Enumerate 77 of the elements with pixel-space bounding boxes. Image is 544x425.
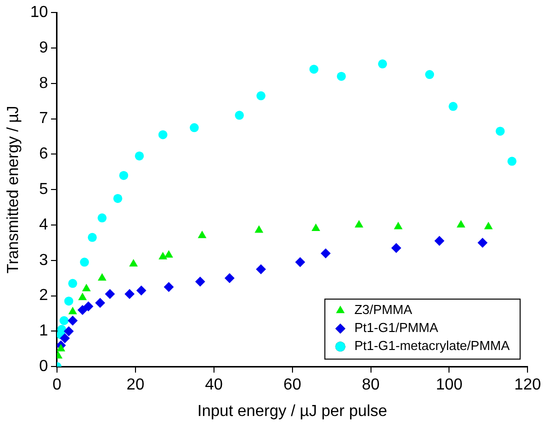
- point: [484, 222, 493, 230]
- legend-label: Z3/PMMA: [354, 302, 412, 318]
- point: [336, 72, 346, 81]
- point: [158, 252, 168, 260]
- x-tick-label: 60: [283, 376, 302, 394]
- point: [224, 273, 235, 284]
- y-tick-label: 3: [39, 252, 48, 269]
- point: [354, 220, 364, 228]
- x-tick-label: 100: [436, 376, 463, 394]
- point: [104, 289, 115, 300]
- point: [198, 230, 206, 238]
- point: [134, 151, 144, 160]
- y-tick-label: 5: [39, 181, 48, 198]
- x-tick-label: 120: [514, 376, 542, 394]
- point: [312, 224, 320, 232]
- point: [256, 264, 266, 274]
- point: [80, 258, 89, 267]
- point: [448, 102, 458, 111]
- point: [113, 194, 122, 203]
- legend-label: Pt1-G1/PMMA: [354, 320, 438, 336]
- point: [60, 316, 69, 326]
- x-tick-label: 40: [204, 376, 223, 394]
- point: [83, 301, 94, 312]
- point: [98, 273, 106, 281]
- point: [164, 282, 174, 292]
- point: [56, 344, 66, 352]
- point: [456, 220, 466, 228]
- y-tick-label: 4: [39, 216, 48, 234]
- x-tick-label: 80: [362, 376, 380, 394]
- legend-label: Pt1-G1-metacrylate/PMMA: [354, 338, 510, 354]
- point: [309, 64, 318, 74]
- y-tick-label: 2: [39, 287, 48, 304]
- y-tick-label: 10: [30, 4, 48, 22]
- point: [234, 110, 244, 120]
- point: [82, 284, 91, 292]
- point: [425, 70, 434, 80]
- point: [68, 278, 78, 288]
- point: [68, 306, 78, 314]
- point: [394, 222, 403, 230]
- point: [64, 326, 74, 336]
- x-tick-label: 20: [126, 376, 144, 394]
- point: [88, 232, 97, 242]
- point: [124, 289, 135, 300]
- x-axis-title: Input energy / µJ per pulse: [197, 402, 388, 420]
- point: [77, 304, 88, 315]
- point: [195, 276, 206, 287]
- point: [129, 258, 138, 266]
- point: [60, 333, 70, 344]
- y-tick-label: 6: [39, 146, 48, 163]
- y-tick-label: 8: [39, 74, 48, 92]
- point: [496, 126, 505, 136]
- x-tick-label: 0: [52, 376, 62, 394]
- point: [434, 236, 444, 246]
- point: [158, 130, 168, 140]
- y-tick-label: 9: [39, 39, 48, 56]
- point: [254, 225, 264, 233]
- point: [295, 257, 306, 268]
- y-tick-label: 0: [39, 358, 48, 376]
- y-tick-label: 7: [39, 110, 48, 128]
- point: [136, 285, 146, 296]
- point: [190, 123, 199, 132]
- point: [320, 248, 331, 258]
- point: [164, 250, 174, 258]
- point: [78, 292, 87, 300]
- point: [478, 238, 488, 248]
- point: [256, 91, 266, 100]
- y-axis-title: Transmitted energy / µJ: [5, 106, 22, 274]
- point: [378, 59, 388, 68]
- point: [68, 316, 78, 326]
- point: [98, 213, 107, 222]
- y-tick-label: 1: [39, 322, 48, 340]
- point: [57, 324, 66, 334]
- point: [119, 170, 128, 180]
- point: [507, 156, 516, 166]
- point: [95, 298, 106, 308]
- point: [391, 243, 402, 254]
- point: [64, 296, 74, 306]
